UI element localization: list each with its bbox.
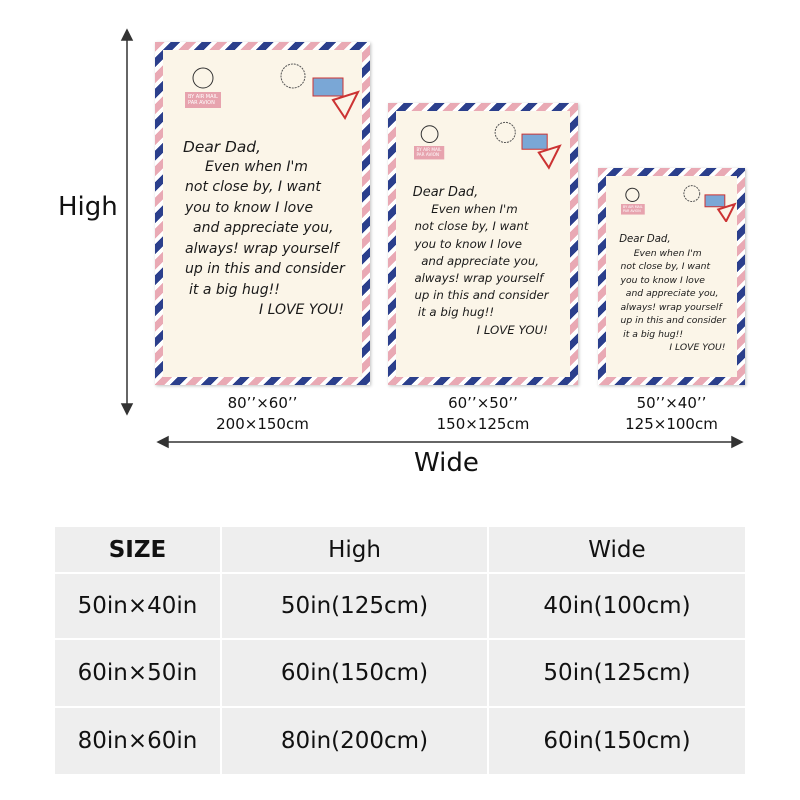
airmail-text: PAR AVION [622, 208, 641, 213]
blanket-face: BY AIR MAIL PAR AVION Dear Dad, Even when … [396, 111, 570, 377]
letter-line: and appreciate you, [625, 288, 719, 300]
size-cm: 150×125cm [436, 415, 530, 433]
size-inches: 60’’×50’’ [448, 394, 518, 412]
airmail-text: BY AIR MAIL [416, 147, 442, 153]
blanket-face: BY AIR MAIL PAR AVION Dear Dad, Even when … [163, 50, 362, 377]
letter-line: not close by, I want [620, 261, 711, 273]
letter-line: it a big hug!! [623, 328, 684, 340]
blanket-face: BY AIR MAIL PAR AVION Dear Dad, Even when … [606, 176, 737, 377]
header-cell: Wide [489, 527, 745, 572]
letter-line: you to know I love [620, 274, 705, 286]
dimension-arrows [120, 28, 744, 449]
airmail-text: BY AIR MAIL [188, 94, 218, 100]
blanket: BY AIR MAIL PAR AVION Dear Dad, Even when … [598, 168, 745, 385]
letter-line: and appreciate you, [193, 220, 334, 236]
letter-line: not close by, I want [185, 179, 321, 195]
letter-line: Even when I'm [205, 158, 308, 175]
letter-line: Dear Dad, [412, 184, 479, 200]
table-cell: 60in(150cm) [489, 708, 745, 774]
letter-line: Dear Dad, [183, 138, 261, 156]
table-cell: 60in×50in [55, 640, 220, 706]
blanket: BY AIR MAIL PAR AVION Dear Dad, Even when … [388, 103, 578, 385]
stamps [192, 63, 360, 120]
size-cm: 125×100cm [625, 415, 718, 433]
letter-line: you to know I love [414, 236, 522, 251]
stamps [625, 184, 737, 223]
letter-line: always! wrap yourself [620, 301, 722, 313]
table-cell: 50in×40in [55, 574, 220, 638]
size-cm: 200×150cm [216, 415, 309, 433]
wide-label: Wide [414, 448, 479, 478]
letter-line: up in this and consider [185, 261, 345, 277]
letter-line: always! wrap yourself [185, 240, 339, 257]
size-inches: 80’’×60’’ [227, 394, 298, 412]
letter-line: it a big hug!! [417, 305, 495, 320]
high-label: High [58, 192, 118, 222]
letter-line: Even when I'm [633, 247, 702, 259]
table-cell: 50in(125cm) [489, 640, 745, 706]
letter-line: I LOVE YOU! [259, 302, 345, 318]
letter-line: Even when I'm [431, 202, 518, 217]
airmail-label: BY AIR MAIL PAR AVION [620, 203, 645, 215]
letter-line: not close by, I want [414, 219, 529, 234]
header-cell: High [222, 527, 487, 572]
table-cell: 80in(200cm) [222, 708, 487, 774]
table-cell: 80in×60in [55, 708, 220, 774]
letter-line: it a big hug!! [189, 281, 280, 298]
letter-line: and appreciate you, [421, 253, 540, 268]
letter-line: up in this and consider [620, 315, 726, 327]
airmail-text: PAR AVION [188, 100, 215, 106]
letter-line: up in this and consider [414, 288, 549, 303]
blanket: BY AIR MAIL PAR AVION Dear Dad, Even when … [155, 42, 370, 385]
letter-line: I LOVE YOU! [476, 322, 548, 337]
size-inches: 50’’×40’’ [636, 394, 707, 412]
stamps [420, 122, 562, 170]
table-cell: 50in(125cm) [222, 574, 487, 638]
table-cell: 40in(100cm) [489, 574, 745, 638]
table-cell: 60in(150cm) [222, 640, 487, 706]
airmail-label: BY AIR MAIL PAR AVION [185, 92, 221, 108]
letter-line: always! wrap yourself [414, 271, 544, 286]
airmail-text: BY AIR MAIL [622, 205, 643, 209]
letter-line: Dear Dad, [619, 234, 671, 246]
letter-line: you to know I love [185, 199, 314, 216]
letter-line: I LOVE YOU! [669, 342, 726, 354]
airmail-label: BY AIR MAIL PAR AVION [414, 146, 445, 160]
airmail-text: PAR AVION [416, 152, 440, 159]
header-cell: SIZE [55, 527, 220, 572]
